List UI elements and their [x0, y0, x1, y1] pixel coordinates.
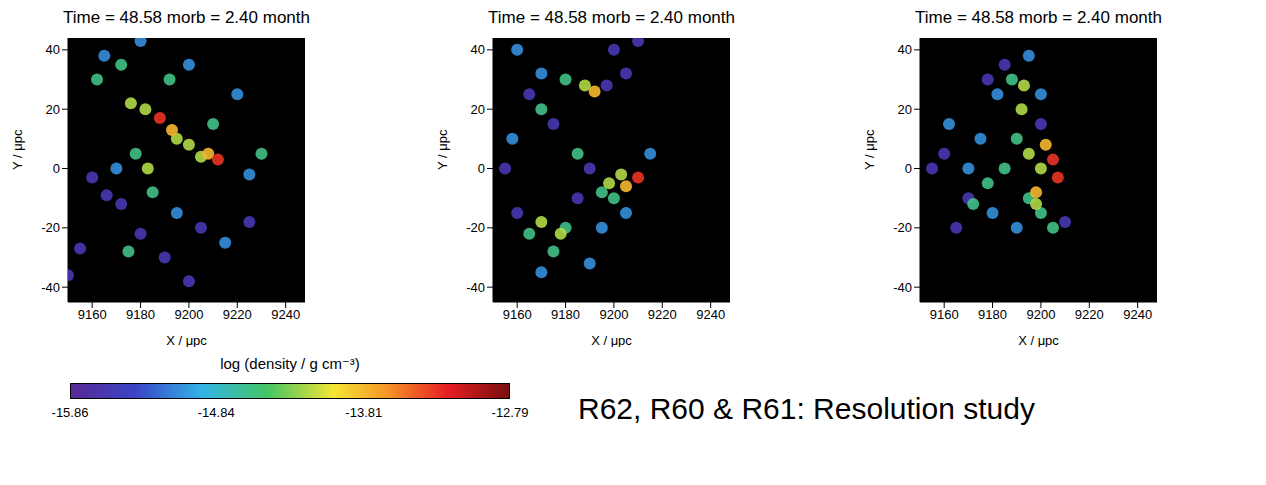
html-text:-14.84: -14.84 [197, 405, 235, 420]
svg-text:X / μpc: X / μpc [1018, 333, 1059, 347]
html-text:-12.79: -12.79 [491, 405, 529, 420]
svg-text:20: 20 [46, 102, 60, 117]
svg-text:9180: 9180 [551, 307, 580, 322]
svg-text:9200: 9200 [1026, 307, 1055, 322]
html-text:-13.81: -13.81 [345, 405, 383, 420]
svg-text:0: 0 [53, 161, 60, 176]
html-text:-15.86: -15.86 [51, 405, 89, 420]
svg-text:9240: 9240 [271, 307, 300, 322]
svg-text:9220: 9220 [223, 307, 252, 322]
svg-text:40: 40 [471, 42, 485, 57]
svg-text:9180: 9180 [978, 307, 1007, 322]
svg-text:Y / μpc: Y / μpc [862, 129, 877, 170]
svg-text:9220: 9220 [1075, 307, 1104, 322]
svg-text:-20: -20 [41, 220, 60, 235]
svg-text:Y / μpc: Y / μpc [435, 129, 450, 170]
svg-text:X / μpc: X / μpc [166, 333, 207, 347]
svg-text:X / μpc: X / μpc [591, 333, 632, 347]
svg-text:-40: -40 [466, 280, 485, 295]
svg-text:Y / μpc: Y / μpc [10, 129, 25, 170]
svg-text:9160: 9160 [930, 307, 959, 322]
svg-text:0: 0 [478, 161, 485, 176]
svg-text:0: 0 [905, 161, 912, 176]
svg-text:-40: -40 [893, 280, 912, 295]
svg-text:9200: 9200 [599, 307, 628, 322]
svg-text:40: 40 [898, 42, 912, 57]
svg-text:9160: 9160 [78, 307, 107, 322]
html-text:log (density / g cm⁻³): log (density / g cm⁻³) [220, 355, 360, 372]
svg-text:9180: 9180 [126, 307, 155, 322]
svg-text:20: 20 [898, 102, 912, 117]
svg-text:-40: -40 [41, 280, 60, 295]
svg-text:40: 40 [46, 42, 60, 57]
html-text:Time = 48.58 morb = 2.40 month: Time = 48.58 morb = 2.40 month [63, 8, 310, 27]
svg-text:9220: 9220 [648, 307, 677, 322]
svg-text:-20: -20 [466, 220, 485, 235]
svg-text:-20: -20 [893, 220, 912, 235]
html-text:Time = 48.58 morb = 2.40 month: Time = 48.58 morb = 2.40 month [488, 8, 735, 27]
svg-text:9200: 9200 [174, 307, 203, 322]
html-text:Time = 48.58 morb = 2.40 month: Time = 48.58 morb = 2.40 month [915, 8, 1162, 27]
svg-text:9240: 9240 [696, 307, 725, 322]
html-text:R62, R60 & R61: Resolution stu: R62, R60 & R61: Resolution study [578, 392, 1035, 425]
svg-text:9160: 9160 [503, 307, 532, 322]
svg-text:9240: 9240 [1123, 307, 1152, 322]
svg-text:20: 20 [471, 102, 485, 117]
